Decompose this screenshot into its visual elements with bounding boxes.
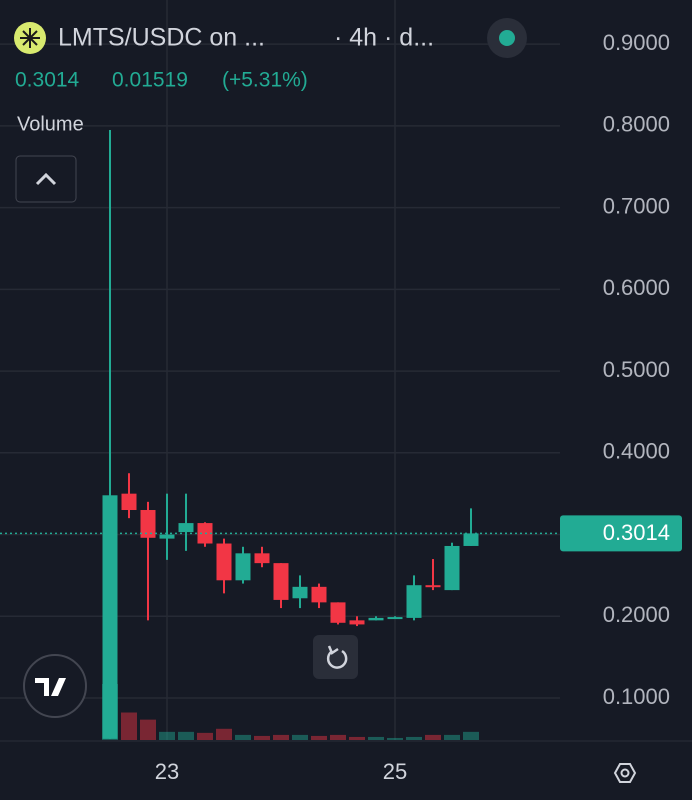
volume-bar — [197, 732, 213, 740]
volume-bar — [216, 728, 232, 740]
reset-icon — [326, 649, 348, 669]
plot — [0, 129, 560, 740]
volume-bar — [349, 736, 365, 740]
reset-icon-arrow — [327, 645, 339, 655]
collapse-icon — [35, 172, 57, 186]
volume-bar — [273, 734, 289, 740]
volume-bar — [178, 731, 194, 740]
interval: · 4h · d... — [334, 24, 434, 52]
volume-bar — [368, 736, 384, 740]
volume-bar — [311, 735, 327, 740]
volume-bar — [254, 735, 270, 740]
last-price-tag — [560, 515, 682, 552]
x-tick-label: 25 — [383, 759, 407, 784]
candle-body — [273, 563, 289, 600]
change-pct: (+5.31%) — [222, 69, 308, 92]
last-price-label: 0.3014 — [603, 520, 670, 545]
y-tick-label: 0.8000 — [603, 112, 670, 137]
coin-icon-mark — [20, 28, 40, 48]
y-tick-label: 0.1000 — [603, 684, 670, 709]
candle-body — [102, 495, 118, 739]
candle-body — [349, 620, 365, 625]
volume-bar — [235, 734, 251, 740]
y-tick-label: 0.4000 — [603, 439, 670, 464]
candle-body — [463, 533, 479, 546]
marks: 0.10000.20000.30000.40000.50000.60000.70… — [155, 30, 682, 784]
volume-bar — [406, 736, 422, 740]
logo-mark — [35, 678, 66, 696]
candle-body — [121, 493, 137, 511]
volume-bar — [425, 734, 441, 740]
candle-body — [140, 510, 156, 538]
last-price: 0.3014 — [15, 69, 80, 92]
volume-bar — [121, 712, 137, 740]
volume-bar — [159, 731, 175, 740]
collapse-button[interactable] — [15, 155, 77, 203]
status-dot — [499, 30, 515, 46]
y-tick-label: 0.9000 — [603, 30, 670, 55]
symbol: LMTS/USDC on ... — [58, 24, 265, 52]
logo[interactable] — [23, 654, 87, 718]
candle-body — [311, 586, 327, 603]
candle-body — [235, 553, 251, 581]
volume-bar — [292, 734, 308, 740]
volume-bar — [463, 731, 479, 740]
candle-body — [216, 543, 232, 581]
y-tick-label: 0.2000 — [603, 602, 670, 627]
candle-body — [178, 523, 194, 533]
y-tick-label: 0.7000 — [603, 193, 670, 218]
change: 0.01519 — [112, 69, 188, 92]
candle-body — [406, 585, 422, 618]
volume-bar — [330, 734, 346, 740]
candle-body — [292, 586, 308, 599]
candle-body — [387, 617, 403, 620]
y-tick-label: 0.6000 — [603, 275, 670, 300]
volume-label: Volume — [17, 113, 84, 135]
candle-body — [330, 602, 346, 623]
candle-body — [159, 534, 175, 539]
reset-button[interactable] — [313, 635, 358, 679]
volume-bar — [140, 719, 156, 740]
volume-bar — [444, 734, 460, 740]
candle-body — [368, 617, 384, 621]
volume-bar — [387, 737, 403, 740]
settings-icon[interactable] — [613, 763, 637, 783]
y-tick-label: 0.5000 — [603, 357, 670, 382]
candle-body — [444, 545, 460, 591]
x-tick-label: 23 — [155, 759, 179, 784]
candle-body — [425, 585, 441, 588]
candle-body — [254, 553, 270, 564]
settings-icon-center — [620, 768, 630, 778]
